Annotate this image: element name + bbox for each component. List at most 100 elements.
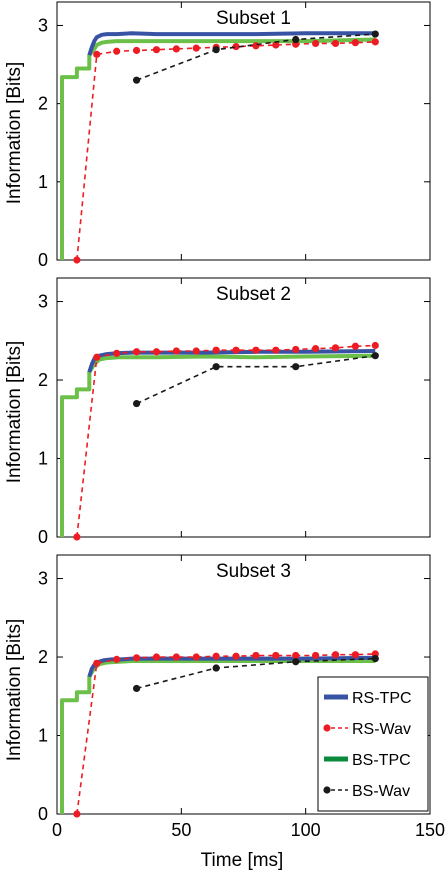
data-point-rs-wav xyxy=(113,47,121,55)
data-point-rs-wav xyxy=(172,347,180,355)
data-point-rs-wav xyxy=(232,346,240,354)
data-point-rs-wav xyxy=(331,344,340,352)
y-tick-label: 0 xyxy=(38,250,48,270)
data-point-rs-wav xyxy=(371,341,379,350)
series-line-rs-wav xyxy=(76,653,376,815)
data-point-rs-wav xyxy=(172,45,180,53)
data-point-rs-wav xyxy=(252,346,260,354)
data-point-rs-wav xyxy=(272,651,280,660)
y-axis-label-panel-2: Information [Bits] xyxy=(4,341,25,484)
data-point-rs-wav xyxy=(351,651,359,659)
data-point-rs-wav xyxy=(212,346,220,354)
y-tick-label: 3 xyxy=(38,569,48,589)
data-point-rs-wav xyxy=(212,652,220,660)
y-tick-label: 2 xyxy=(38,647,48,667)
legend-marker xyxy=(323,724,331,732)
panel-title: Subset 2 xyxy=(216,284,291,305)
y-tick-label: 1 xyxy=(38,726,48,746)
y-tick-label: 3 xyxy=(38,292,48,312)
y-axis-label-panel-1: Information [Bits] xyxy=(4,62,25,205)
data-point-rs-wav xyxy=(132,348,141,356)
y-tick-label: 0 xyxy=(38,804,48,824)
data-point-rs-wav xyxy=(73,256,81,264)
data-point-rs-wav xyxy=(272,41,280,49)
data-point-rs-wav xyxy=(192,653,200,661)
data-point-rs-wav xyxy=(93,50,101,58)
data-point-rs-wav xyxy=(172,653,180,661)
data-point-rs-wav xyxy=(73,810,81,818)
data-point-rs-wav xyxy=(192,44,200,52)
data-point-rs-wav xyxy=(331,39,340,48)
data-point-rs-wav xyxy=(272,346,280,354)
data-point-bs-wav xyxy=(292,35,300,44)
data-point-rs-wav xyxy=(93,659,101,667)
data-point-rs-wav xyxy=(351,342,359,350)
plot-frame xyxy=(56,277,431,538)
data-point-rs-wav xyxy=(113,655,121,663)
data-point-bs-wav xyxy=(132,76,141,84)
data-point-rs-wav xyxy=(152,348,161,356)
legend-marker xyxy=(323,786,331,794)
data-point-rs-wav xyxy=(252,651,260,660)
data-point-bs-wav xyxy=(292,363,300,371)
chart-panel-1: 0 1 2 3 Subset 1 xyxy=(38,1,431,270)
data-point-rs-wav xyxy=(73,533,81,541)
data-point-bs-wav xyxy=(371,352,379,360)
data-point-bs-wav xyxy=(371,30,379,38)
data-point-rs-wav xyxy=(252,42,260,50)
legend-label: RS-TPC xyxy=(352,690,412,707)
x-tick-label: 0 xyxy=(52,820,62,840)
data-point-rs-wav xyxy=(351,39,359,47)
data-point-rs-wav xyxy=(152,653,161,661)
panel-title: Subset 1 xyxy=(216,8,291,29)
y-tick-label: 2 xyxy=(38,370,48,390)
x-tick-label: 100 xyxy=(291,820,321,840)
data-point-rs-wav xyxy=(232,42,240,51)
y-tick-label: 3 xyxy=(38,15,48,35)
data-point-rs-wav xyxy=(371,38,379,46)
data-point-bs-wav xyxy=(371,655,379,663)
data-point-bs-wav xyxy=(212,363,220,371)
data-point-rs-wav xyxy=(132,654,141,662)
chart-panel-2: 0 1 2 3 Subset 2 xyxy=(38,277,431,547)
series-line-rs-tpc xyxy=(87,31,376,56)
plot-frame xyxy=(56,1,431,261)
data-point-rs-wav xyxy=(113,349,121,357)
y-tick-label: 2 xyxy=(38,94,48,114)
legend-label: BS-Wav xyxy=(352,783,410,800)
data-point-rs-wav xyxy=(312,39,320,48)
data-point-bs-wav xyxy=(212,46,220,54)
data-point-rs-wav xyxy=(292,651,300,660)
data-point-rs-wav xyxy=(192,347,200,355)
series-line-bs-wav xyxy=(136,657,376,690)
data-point-rs-wav xyxy=(312,651,320,660)
legend-label: RS-Wav xyxy=(352,721,411,738)
series-line-bs-wav xyxy=(136,354,376,405)
series-line-bs-tpc xyxy=(60,659,376,814)
data-point-rs-wav xyxy=(312,345,320,353)
panel-title: Subset 3 xyxy=(216,561,291,582)
series-line-bs-tpc xyxy=(60,353,376,537)
legend: RS-TPC RS-Wav BS-TPC BS-Wav xyxy=(317,676,429,812)
data-point-rs-wav xyxy=(331,651,340,659)
x-axis-label: Time [ms] xyxy=(201,850,284,871)
y-tick-label: 0 xyxy=(38,527,48,547)
series-line-bs-tpc xyxy=(60,37,376,260)
y-tick-label: 1 xyxy=(38,172,48,192)
chart-panel-3: 0 1 2 3 0 50 100 150 Subset 3 RS-TPC RS-Wav BS-TPC B… xyxy=(38,554,445,840)
data-point-rs-wav xyxy=(232,652,240,660)
data-point-rs-wav xyxy=(292,345,300,354)
data-point-bs-wav xyxy=(212,664,220,672)
data-point-bs-wav xyxy=(292,658,300,666)
data-point-bs-wav xyxy=(132,399,141,408)
x-tick-label: 150 xyxy=(415,820,445,840)
y-axis-label-panel-3: Information [Bits] xyxy=(4,619,25,762)
data-point-bs-wav xyxy=(132,684,141,693)
data-point-rs-wav xyxy=(152,46,161,54)
x-tick-label: 50 xyxy=(171,820,191,840)
legend-label: BS-TPC xyxy=(352,752,411,769)
y-tick-label: 1 xyxy=(38,449,48,469)
series-line-rs-wav xyxy=(76,41,376,261)
series-line-rs-wav xyxy=(76,344,376,538)
